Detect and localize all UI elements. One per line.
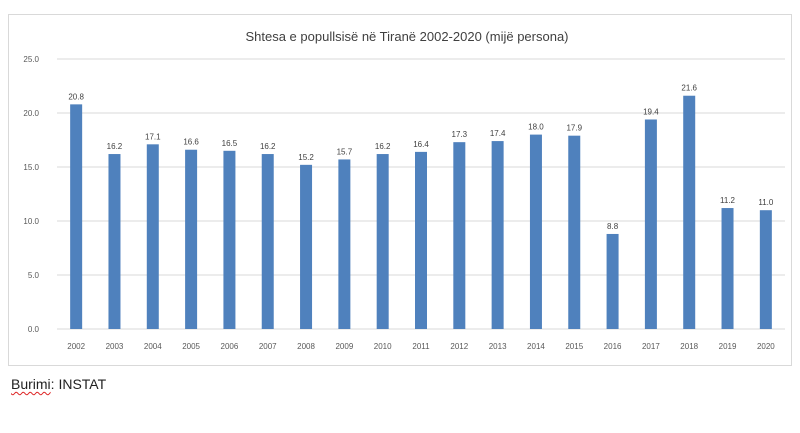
data-label: 11.0 [758, 198, 774, 207]
data-label: 16.2 [375, 142, 391, 151]
x-tick-label: 2002 [67, 342, 85, 351]
bar-chart: Shtesa e popullsisë në Tiranë 2002-2020 … [23, 29, 785, 351]
data-label: 8.8 [607, 222, 619, 231]
source-note: Burimi: INSTAT [11, 376, 106, 392]
y-tick-label: 20.0 [23, 109, 39, 118]
y-tick-label: 15.0 [23, 163, 39, 172]
data-label: 16.6 [183, 138, 199, 147]
data-label: 11.2 [720, 196, 736, 205]
x-tick-label: 2005 [182, 342, 200, 351]
x-axis: 2002 2003 2004 2005 2006 2007 2008 2009 2010 2011… [67, 342, 775, 351]
data-label: 15.7 [337, 147, 353, 156]
data-label: 16.2 [107, 142, 123, 151]
bar-2012 [453, 142, 466, 329]
data-label: 19.4 [643, 107, 659, 116]
chart-title: Shtesa e popullsisë në Tiranë 2002-2020 … [245, 29, 568, 44]
bar-2016 [606, 233, 619, 329]
data-label: 21.6 [681, 84, 697, 93]
x-tick-label: 2003 [106, 342, 124, 351]
bars [70, 95, 772, 329]
data-label: 17.9 [566, 124, 582, 133]
x-tick-label: 2011 [412, 342, 430, 351]
bar-2004 [146, 144, 159, 329]
y-axis: 0.0 5.0 10.0 15.0 20.0 25.0 [23, 55, 39, 334]
bar-2003 [108, 154, 121, 329]
data-label: 16.4 [413, 140, 429, 149]
bar-2013 [491, 141, 504, 329]
x-tick-label: 2010 [374, 342, 392, 351]
source-text: : INSTAT [50, 376, 107, 392]
data-label: 17.3 [452, 130, 468, 139]
x-tick-label: 2007 [259, 342, 277, 351]
x-tick-label: 2012 [450, 342, 468, 351]
bar-2017 [644, 119, 657, 329]
bar-2020 [759, 210, 772, 329]
x-tick-label: 2004 [144, 342, 162, 351]
data-label: 16.2 [260, 142, 276, 151]
bar-2002 [70, 104, 83, 329]
x-tick-label: 2006 [221, 342, 239, 351]
x-tick-label: 2015 [565, 342, 583, 351]
data-label: 15.2 [298, 153, 314, 162]
x-tick-label: 2016 [604, 342, 622, 351]
data-label: 20.8 [68, 92, 84, 101]
bar-2007 [261, 154, 274, 329]
source-label: Burimi [11, 376, 51, 392]
x-tick-label: 2008 [297, 342, 315, 351]
x-tick-label: 2019 [719, 342, 737, 351]
y-tick-label: 5.0 [28, 271, 40, 280]
x-tick-label: 2013 [489, 342, 507, 351]
y-tick-label: 10.0 [23, 217, 39, 226]
x-tick-label: 2014 [527, 342, 545, 351]
bar-2009 [338, 159, 351, 329]
bar-2010 [376, 154, 389, 329]
bar-2015 [568, 135, 581, 329]
x-tick-label: 2018 [680, 342, 698, 351]
x-tick-label: 2017 [642, 342, 660, 351]
y-tick-label: 0.0 [28, 325, 40, 334]
data-label: 17.4 [490, 129, 506, 138]
chart-frame: Shtesa e popullsisë në Tiranë 2002-2020 … [8, 14, 792, 366]
bar-2006 [223, 150, 236, 329]
data-label: 16.5 [222, 139, 238, 148]
data-label: 18.0 [528, 123, 544, 132]
bar-2019 [721, 208, 734, 329]
x-tick-label: 2009 [335, 342, 353, 351]
data-label: 17.1 [145, 132, 161, 141]
bar-2014 [529, 134, 542, 329]
x-tick-label: 2020 [757, 342, 775, 351]
y-tick-label: 25.0 [23, 55, 39, 64]
bar-2005 [185, 149, 198, 329]
data-labels: 20.8 16.2 17.1 16.6 16.5 16.2 15.2 15.7 16.2 16.4… [68, 84, 774, 231]
bar-2008 [300, 164, 313, 329]
bar-2018 [683, 95, 696, 329]
bar-2011 [415, 151, 427, 329]
